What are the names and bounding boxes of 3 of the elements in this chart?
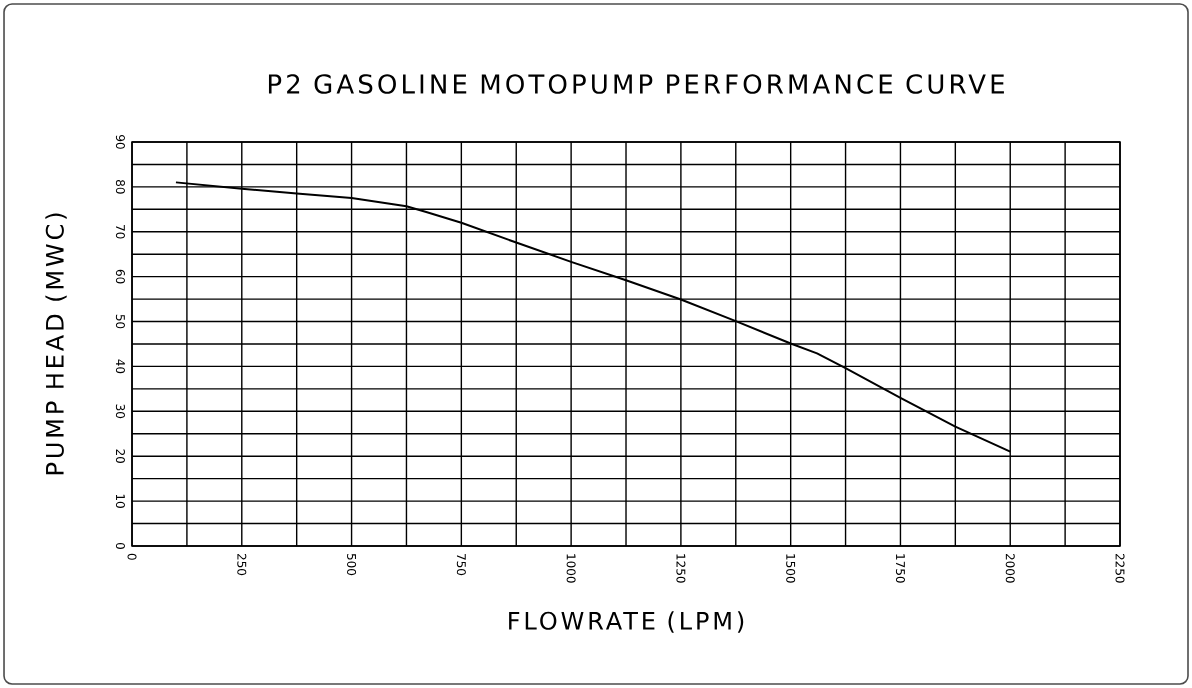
- chart-title: P2 GASOLINE MOTOPUMP PERFORMANCE CURVE: [268, 74, 1004, 94]
- y-axis-title: PUMP HEAD (MWC): [45, 213, 67, 475]
- x-axis-title: FLOWRATE (LPM): [509, 611, 744, 633]
